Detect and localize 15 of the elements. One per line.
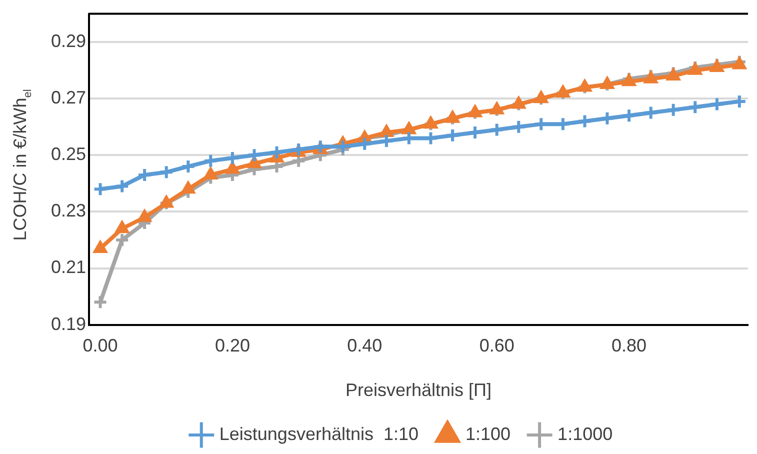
y-tick-label: 0.19 bbox=[50, 314, 86, 334]
y-tick-label: 0.27 bbox=[50, 88, 86, 108]
x-tick-label: 0.40 bbox=[347, 336, 382, 356]
legend-label: Leistungsverhältnis 1:10 bbox=[219, 424, 419, 444]
legend-label: 1:1000 bbox=[558, 424, 613, 444]
x-axis-title: Preisverhältnis [Π] bbox=[345, 380, 492, 400]
y-tick-label: 0.23 bbox=[50, 200, 86, 221]
x-tick-label: 0.00 bbox=[82, 336, 118, 356]
legend-label: 1:100 bbox=[466, 424, 511, 444]
x-tick-label: 0.20 bbox=[214, 336, 250, 356]
y-tick-label: 0.21 bbox=[50, 257, 86, 278]
x-tick-label: 0.80 bbox=[612, 336, 647, 356]
y-tick-label: 0.25 bbox=[50, 144, 86, 164]
x-tick-label: 0.60 bbox=[479, 336, 514, 356]
y-tick-label: 0.29 bbox=[50, 31, 86, 52]
